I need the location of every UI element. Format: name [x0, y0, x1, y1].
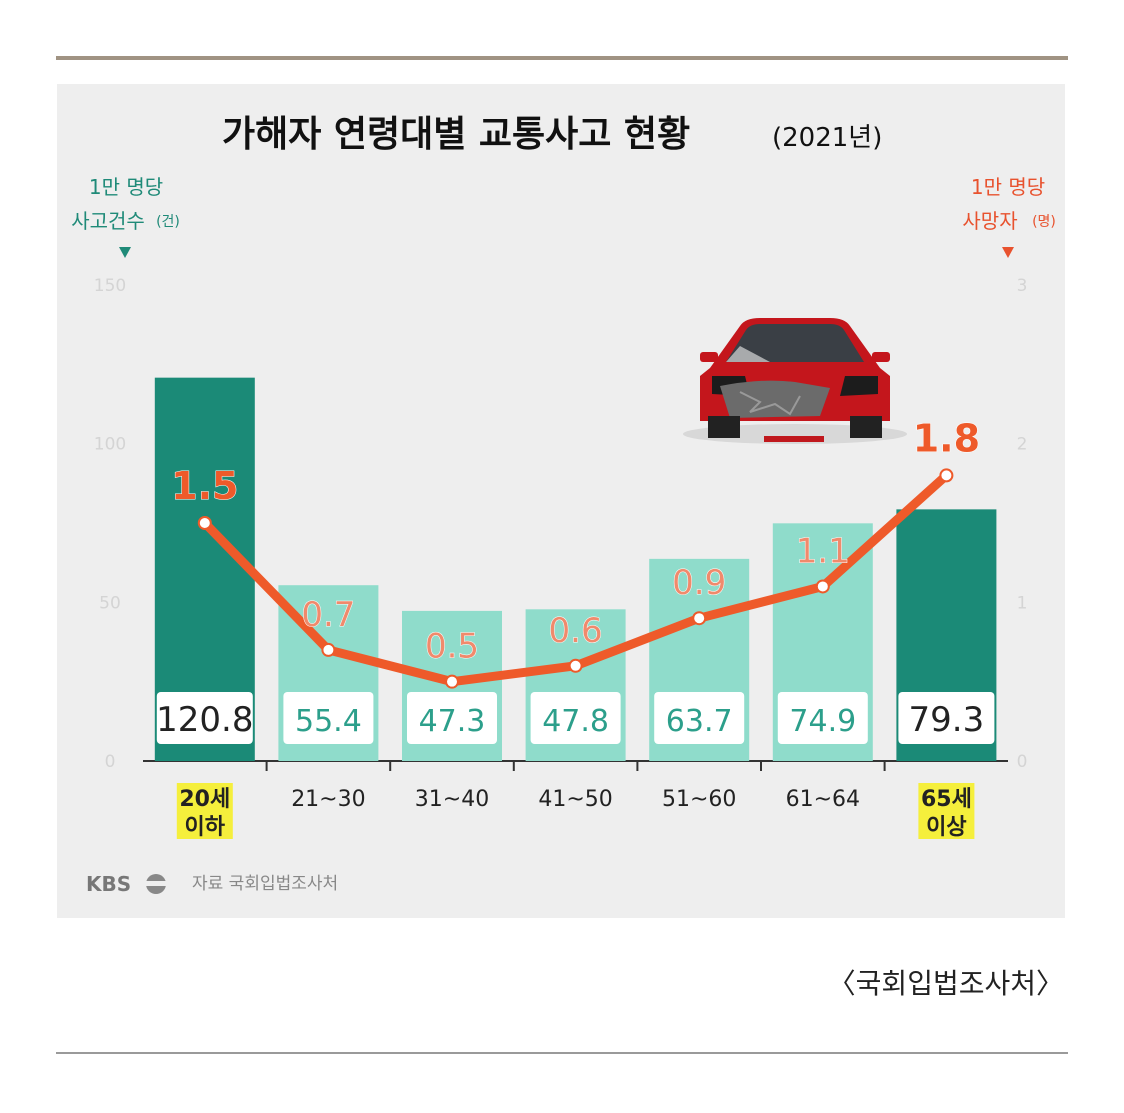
line-point	[568, 658, 583, 673]
left-tick-label: 150	[94, 276, 126, 296]
line-value-label: 1.5	[171, 464, 238, 508]
bar-value-label: 120.8	[156, 700, 253, 740]
right-axis-arrow-icon	[1002, 247, 1014, 258]
right-axis-label-unit: (명)	[1032, 214, 1056, 230]
category-label: 61~64	[786, 787, 860, 812]
category-label: 31~40	[415, 787, 489, 812]
category-label: 이상	[926, 815, 966, 840]
bar-value-label: 47.8	[542, 704, 609, 739]
left-tick-label: 50	[99, 593, 121, 613]
line-point	[692, 611, 707, 626]
category-highlight	[176, 783, 233, 839]
line-point	[321, 642, 336, 657]
line-point	[197, 516, 212, 530]
crashed-car-icon	[683, 318, 907, 444]
bar-value-box	[283, 692, 374, 744]
source-text: 자료 국회입법조사처	[192, 874, 338, 894]
line-value-label: 0.6	[549, 611, 603, 651]
bar-value-box	[407, 692, 497, 744]
line-value-label: 0.9	[672, 563, 726, 603]
line-value-label: 0.7	[301, 595, 355, 635]
right-axis-label-line2: 사망자	[962, 209, 1017, 233]
right-tick-label: 0	[1017, 752, 1028, 772]
bar-value-box	[156, 692, 253, 744]
bar-value-box	[777, 692, 868, 744]
bar-value-box	[898, 692, 995, 744]
category-highlight	[918, 783, 975, 839]
left-axis-label-line2: 사고건수	[71, 209, 145, 233]
left-tick-label: 100	[94, 435, 126, 455]
right-tick-label: 2	[1017, 435, 1028, 455]
category-label: 21~30	[291, 787, 365, 812]
line-value-label: 0.5	[425, 627, 479, 667]
kbs-logo-mark-stripe	[146, 881, 166, 886]
right-axis-label-line1: 1만 명당	[971, 175, 1045, 199]
bar-value-label: 55.4	[295, 704, 362, 739]
bar-value-box	[530, 692, 621, 744]
top-divider	[56, 56, 1068, 60]
bar-value-label: 47.3	[419, 704, 486, 739]
bar-value-label: 63.7	[666, 704, 733, 739]
left-tick-label: 0	[105, 752, 116, 772]
category-label: 51~60	[662, 787, 736, 812]
line-value-label: 1.8	[913, 416, 980, 460]
source-caption: 〈국회입법조사처〉	[827, 967, 1064, 1000]
category-label: 65세	[921, 787, 972, 812]
line-point	[939, 468, 954, 483]
left-axis-arrow-icon	[119, 247, 131, 258]
line-value-label: 1.1	[796, 531, 850, 571]
chart-title-year: (2021년)	[772, 123, 882, 153]
category-label: 이하	[185, 815, 226, 840]
category-label: 20세	[179, 787, 230, 812]
line-point	[445, 674, 459, 689]
bottom-divider	[56, 1052, 1068, 1054]
category-label: 41~50	[538, 787, 612, 812]
right-tick-label: 1	[1017, 593, 1028, 613]
chart-title: 가해자 연령대별 교통사고 현황	[222, 114, 690, 155]
bar-value-box	[654, 692, 745, 744]
left-axis-label-line1: 1만 명당	[89, 175, 163, 199]
right-tick-label: 3	[1017, 276, 1028, 296]
left-axis-label-unit: (건)	[156, 214, 180, 230]
line-point	[815, 579, 830, 594]
bar-value-label: 79.3	[909, 700, 985, 740]
kbs-logo: KBS	[86, 872, 131, 896]
bar-value-label: 74.9	[789, 704, 856, 739]
